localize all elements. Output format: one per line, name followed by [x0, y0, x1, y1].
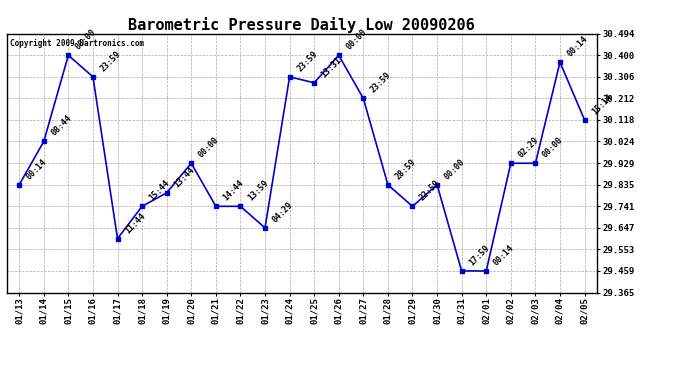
Text: 13:31: 13:31	[319, 55, 344, 79]
Text: 11:44: 11:44	[123, 211, 147, 235]
Text: 00:00: 00:00	[541, 136, 565, 160]
Text: 00:00: 00:00	[442, 157, 466, 181]
Text: 14:44: 14:44	[221, 179, 246, 203]
Title: Barometric Pressure Daily Low 20090206: Barometric Pressure Daily Low 20090206	[128, 16, 475, 33]
Text: 00:14: 00:14	[492, 243, 516, 267]
Text: 23:59: 23:59	[99, 49, 123, 73]
Text: 08:44: 08:44	[49, 114, 73, 138]
Text: 17:59: 17:59	[467, 243, 491, 267]
Text: 02:29: 02:29	[516, 136, 540, 160]
Text: 15:44: 15:44	[148, 179, 172, 203]
Text: 04:29: 04:29	[270, 200, 295, 224]
Text: 28:59: 28:59	[393, 157, 417, 181]
Text: 23:59: 23:59	[295, 49, 319, 73]
Text: 13:59: 13:59	[246, 179, 270, 203]
Text: 00:14: 00:14	[566, 34, 589, 58]
Text: Copyright 2009 Dartronics.com: Copyright 2009 Dartronics.com	[10, 39, 144, 48]
Text: 00:00: 00:00	[344, 28, 368, 52]
Text: 00:14: 00:14	[25, 157, 49, 181]
Text: 22:59: 22:59	[418, 179, 442, 203]
Text: 13:44: 13:44	[172, 165, 196, 189]
Text: 00:00: 00:00	[197, 136, 221, 160]
Text: 15:14: 15:14	[590, 92, 614, 116]
Text: 23:59: 23:59	[369, 71, 393, 95]
Text: 00:00: 00:00	[74, 28, 98, 52]
